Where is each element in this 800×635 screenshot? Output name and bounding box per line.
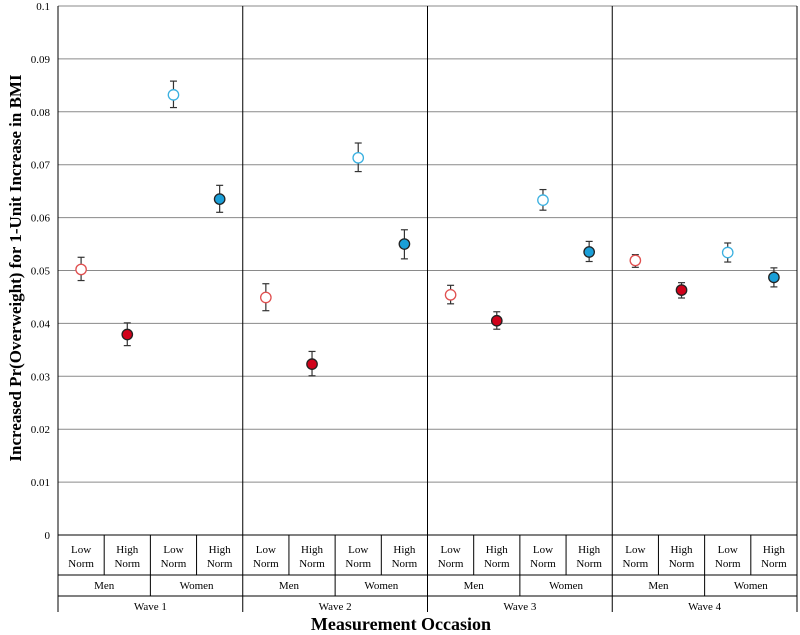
data-point <box>444 288 457 301</box>
norm-label-line: Norm <box>253 558 279 570</box>
group-label: Women <box>734 580 768 592</box>
data-point <box>537 194 549 206</box>
y-tick-label: 0.04 <box>31 318 51 330</box>
data-point <box>306 358 318 370</box>
data-point <box>398 238 411 250</box>
group-label: Men <box>464 580 485 592</box>
norm-label-line: High <box>578 544 601 556</box>
norm-label-line: Norm <box>207 558 233 570</box>
plot-frame <box>57 6 798 612</box>
data-point <box>721 246 734 259</box>
norm-label: High Norm <box>207 544 233 570</box>
y-tick-label: 0.07 <box>31 160 51 172</box>
group-label: Women <box>549 580 583 592</box>
norm-label-line: Norm <box>715 558 741 570</box>
norm-label-line: Norm <box>299 558 325 570</box>
group-label: Women <box>180 580 214 592</box>
data-point <box>259 291 272 304</box>
data-point <box>121 328 134 341</box>
norm-label-line: Low <box>533 544 553 556</box>
norm-label-line: Low <box>718 544 738 556</box>
norm-label: High Norm <box>392 544 418 570</box>
norm-label-line: Norm <box>161 558 187 570</box>
wave-label: Wave 1 <box>134 601 167 613</box>
norm-label-line: High <box>116 544 139 556</box>
y-tick-label: 0.1 <box>36 1 50 13</box>
group-label: Men <box>279 580 300 592</box>
norm-label-line: High <box>209 544 232 556</box>
norm-label-line: Norm <box>669 558 695 570</box>
y-tick-label: 0.09 <box>31 54 51 66</box>
data-point <box>213 193 226 205</box>
norm-label-line: Norm <box>484 558 510 570</box>
norm-label-line: Norm <box>114 558 140 570</box>
norm-label-line: Norm <box>623 558 649 570</box>
y-tick-label: 0.05 <box>31 266 51 278</box>
wave-label: Wave 3 <box>503 601 537 613</box>
y-tick-label: 0.06 <box>31 213 51 225</box>
norm-label-line: High <box>763 544 786 556</box>
norm-label: High Norm <box>484 544 510 570</box>
norm-label: Low Norm <box>253 544 279 570</box>
data-point <box>583 246 596 258</box>
y-tick-label: 0.03 <box>31 371 51 383</box>
data-point <box>768 271 780 284</box>
norm-label: High Norm <box>761 544 787 570</box>
wave-label: Wave 4 <box>688 601 722 613</box>
y-tick-label: 0.08 <box>31 107 51 119</box>
y-tick-labels: 0 0.01 0.02 0.03 0.04 0.05 0.06 0.07 0.08 0.09 0.1 <box>31 1 51 542</box>
norm-label: High Norm <box>669 544 695 570</box>
y-tick-label: 0.02 <box>31 424 50 436</box>
y-axis-title: Increased Pr(Overweight) for 1-Unit Incr… <box>6 74 25 462</box>
data-point <box>490 314 503 327</box>
group-label: Women <box>364 580 398 592</box>
norm-label: Low Norm <box>438 544 464 570</box>
norm-label-line: Low <box>163 544 183 556</box>
norm-label-line: Norm <box>392 558 418 570</box>
norm-label: Low Norm <box>161 544 187 570</box>
norm-label-line: High <box>301 544 324 556</box>
data-point <box>75 263 87 276</box>
norm-label: Low Norm <box>530 544 556 570</box>
y-tick-label: 0.01 <box>31 477 50 489</box>
norm-label: Low Norm <box>345 544 371 570</box>
norm-label-line: Norm <box>68 558 94 570</box>
norm-label-line: Norm <box>576 558 602 570</box>
data-point <box>167 89 180 101</box>
norm-label-line: Norm <box>530 558 556 570</box>
norm-label-line: High <box>486 544 509 556</box>
norm-label-line: Norm <box>345 558 371 570</box>
data-point <box>629 254 642 267</box>
norm-label: High Norm <box>576 544 602 570</box>
x-axis-title: Measurement Occasion <box>311 614 491 634</box>
norm-label-line: Low <box>625 544 645 556</box>
group-label: Men <box>94 580 115 592</box>
data-markers <box>75 80 780 377</box>
norm-label-line: Low <box>256 544 276 556</box>
group-label: Men <box>648 580 669 592</box>
norm-label-line: Low <box>71 544 91 556</box>
norm-label: High Norm <box>299 544 325 570</box>
norm-label-line: High <box>671 544 694 556</box>
data-point <box>352 151 365 164</box>
norm-label-line: Low <box>348 544 368 556</box>
norm-label-line: Norm <box>438 558 464 570</box>
norm-label-line: Norm <box>761 558 787 570</box>
y-tick-label: 0 <box>45 530 51 542</box>
wave-label: Wave 2 <box>319 601 352 613</box>
norm-label-line: Low <box>441 544 461 556</box>
norm-label: High Norm <box>114 544 140 570</box>
norm-label: Low Norm <box>68 544 94 570</box>
norm-label: Low Norm <box>715 544 741 570</box>
data-point <box>675 284 688 296</box>
norm-label: Low Norm <box>623 544 649 570</box>
norm-label-line: High <box>393 544 416 556</box>
